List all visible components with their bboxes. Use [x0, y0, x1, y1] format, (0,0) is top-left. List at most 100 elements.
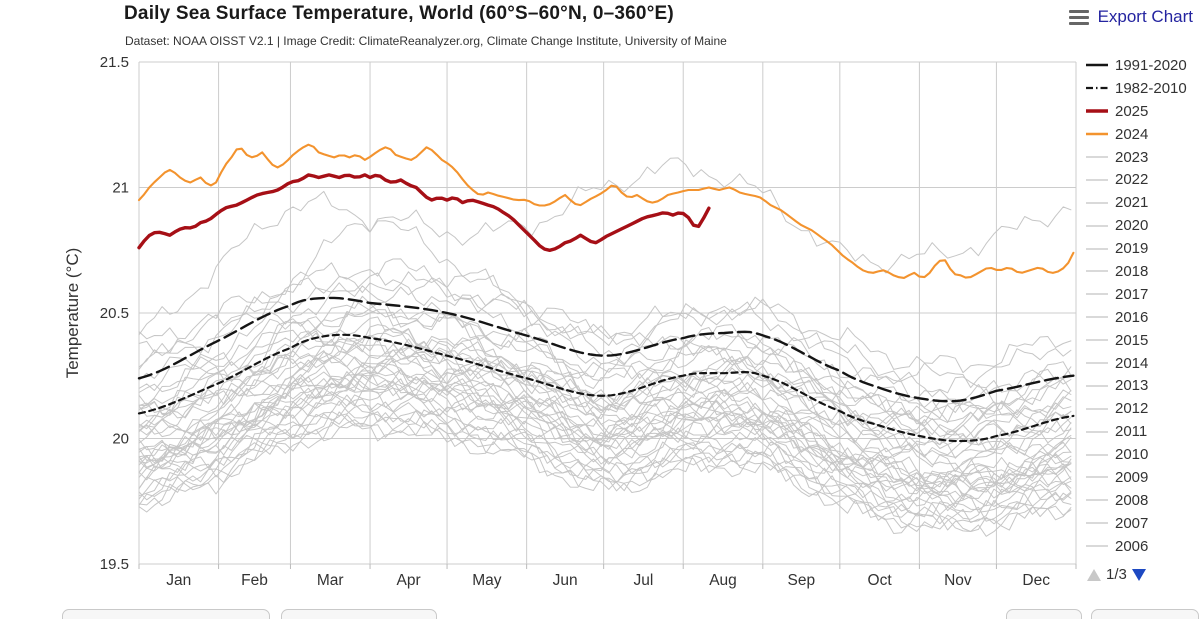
series-1987[interactable] [138, 369, 1072, 490]
x-axis-month-label: Nov [944, 572, 972, 589]
legend-item-label: 2020 [1115, 217, 1149, 235]
series-2007[interactable] [138, 337, 1072, 495]
legend-item-label: 2024 [1115, 125, 1149, 143]
legend-item-2017[interactable]: 2017 [1085, 283, 1199, 306]
series-2018[interactable] [138, 300, 1072, 425]
legend-item-2015[interactable]: 2015 [1085, 329, 1199, 352]
export-chart-button[interactable]: Export Chart [1068, 7, 1193, 27]
legend-item-2006[interactable]: 2006 [1085, 535, 1199, 558]
series-2004[interactable] [138, 340, 1072, 459]
legend-item-2025[interactable]: 2025 [1085, 100, 1199, 123]
series-2010[interactable] [138, 316, 1072, 488]
legend-item-1991-2020[interactable]: 1991-2020 [1085, 54, 1199, 77]
legend-item-2013[interactable]: 2013 [1085, 374, 1199, 397]
series-2012[interactable] [138, 338, 1072, 445]
legend-item-label: 2012 [1115, 400, 1149, 418]
series-2016[interactable] [138, 190, 1072, 423]
series-2019[interactable] [138, 271, 1072, 389]
x-axis-month-label: Jun [553, 572, 578, 589]
legend-page-down-icon[interactable] [1131, 568, 1146, 581]
legend-item-2009[interactable]: 2009 [1085, 466, 1199, 489]
x-axis-month-label: Sep [788, 572, 816, 589]
legend-item-2020[interactable]: 2020 [1085, 214, 1199, 237]
legend-item-2012[interactable]: 2012 [1085, 397, 1199, 420]
series-1982[interactable] [138, 400, 1072, 520]
series-2013[interactable] [138, 328, 1072, 435]
series-1989[interactable] [138, 411, 1072, 532]
legend-line-sample [1086, 453, 1108, 456]
x-axis-month-label: Apr [396, 572, 420, 589]
series-2005[interactable] [138, 328, 1072, 449]
x-axis-month-label: Jul [634, 572, 654, 589]
series-1992[interactable] [138, 404, 1072, 522]
legend-item-label: 2018 [1115, 262, 1149, 280]
series-2017[interactable] [138, 272, 1072, 419]
legend-item-2023[interactable]: 2023 [1085, 146, 1199, 169]
legend-item-2019[interactable]: 2019 [1085, 237, 1199, 260]
series-2024[interactable] [137, 143, 1075, 279]
legend-item-2022[interactable]: 2022 [1085, 168, 1199, 191]
series-2015[interactable] [138, 277, 1072, 381]
series-2008[interactable] [138, 368, 1072, 498]
legend-item-label: 2015 [1115, 331, 1149, 349]
legend-item-label: 2017 [1115, 285, 1149, 303]
menu-icon[interactable] [1068, 9, 1089, 25]
legend-line-sample [1086, 178, 1108, 181]
y-axis-tick-label: 20.5 [100, 305, 129, 322]
series-2011[interactable] [138, 376, 1072, 507]
legend-item-label: 2021 [1115, 194, 1149, 212]
legend-line-sample [1086, 87, 1108, 90]
legend-item-label: 2025 [1115, 102, 1149, 120]
legend-line-sample [1086, 201, 1108, 204]
legend-line-sample [1086, 362, 1108, 365]
legend-item-2011[interactable]: 2011 [1085, 420, 1199, 443]
series-2021[interactable] [138, 301, 1072, 424]
x-axis-month-label: Dec [1022, 572, 1050, 589]
series-2023[interactable] [138, 157, 1072, 370]
legend-line-sample [1086, 384, 1108, 387]
series-2001[interactable] [138, 347, 1072, 474]
legend-line-sample [1086, 407, 1108, 410]
legend-item-2024[interactable]: 2024 [1085, 123, 1199, 146]
legend-line-sample [1086, 132, 1108, 136]
legend-line-sample [1086, 499, 1108, 502]
legend-line-sample [1086, 64, 1108, 67]
bottom-control-button-3[interactable] [1006, 609, 1082, 619]
legend-item-1982-2010[interactable]: 1982-2010 [1085, 77, 1199, 100]
legend-item-2014[interactable]: 2014 [1085, 352, 1199, 375]
series-1993[interactable] [138, 394, 1072, 512]
series-1991-2020[interactable] [137, 296, 1075, 403]
y-axis-tick-label: 19.5 [100, 556, 129, 573]
series-2006[interactable] [138, 363, 1072, 468]
legend-item-label: 2009 [1115, 468, 1149, 486]
series-2022[interactable] [138, 295, 1072, 416]
legend-item-2008[interactable]: 2008 [1085, 489, 1199, 512]
series-2025[interactable] [137, 173, 711, 252]
series-1982-2010[interactable] [137, 333, 1075, 443]
series-2020[interactable] [138, 258, 1072, 405]
legend-item-2016[interactable]: 2016 [1085, 306, 1199, 329]
bottom-control-button-1[interactable] [62, 609, 270, 619]
legend-item-label: 2008 [1115, 491, 1149, 509]
legend-item-2010[interactable]: 2010 [1085, 443, 1199, 466]
bottom-control-button-2[interactable] [281, 609, 437, 619]
y-axis-title: Temperature (°C) [63, 248, 82, 379]
legend-item-2018[interactable]: 2018 [1085, 260, 1199, 283]
legend-item-2021[interactable]: 2021 [1085, 191, 1199, 214]
series-1996[interactable] [138, 382, 1072, 501]
legend-item-2007[interactable]: 2007 [1085, 512, 1199, 535]
series-2000[interactable] [138, 371, 1072, 492]
legend-item-label: 1991-2020 [1115, 56, 1187, 74]
series-1988[interactable] [138, 398, 1072, 518]
bottom-control-button-4[interactable] [1091, 609, 1199, 619]
page-title: Daily Sea Surface Temperature, World (60… [124, 3, 674, 24]
legend-line-sample [1086, 339, 1108, 342]
series-2002[interactable] [138, 338, 1072, 458]
legend-page-up-icon[interactable] [1087, 568, 1101, 581]
series-1985[interactable] [138, 421, 1072, 537]
sst-line-chart[interactable]: 19.5 20 20.5 21 21.5 Jan Feb Mar Apr May Jun Jul Aug… [0, 0, 1201, 605]
legend-line-sample [1086, 224, 1108, 227]
series-2009[interactable] [138, 357, 1072, 455]
legend-item-label: 2006 [1115, 537, 1149, 555]
